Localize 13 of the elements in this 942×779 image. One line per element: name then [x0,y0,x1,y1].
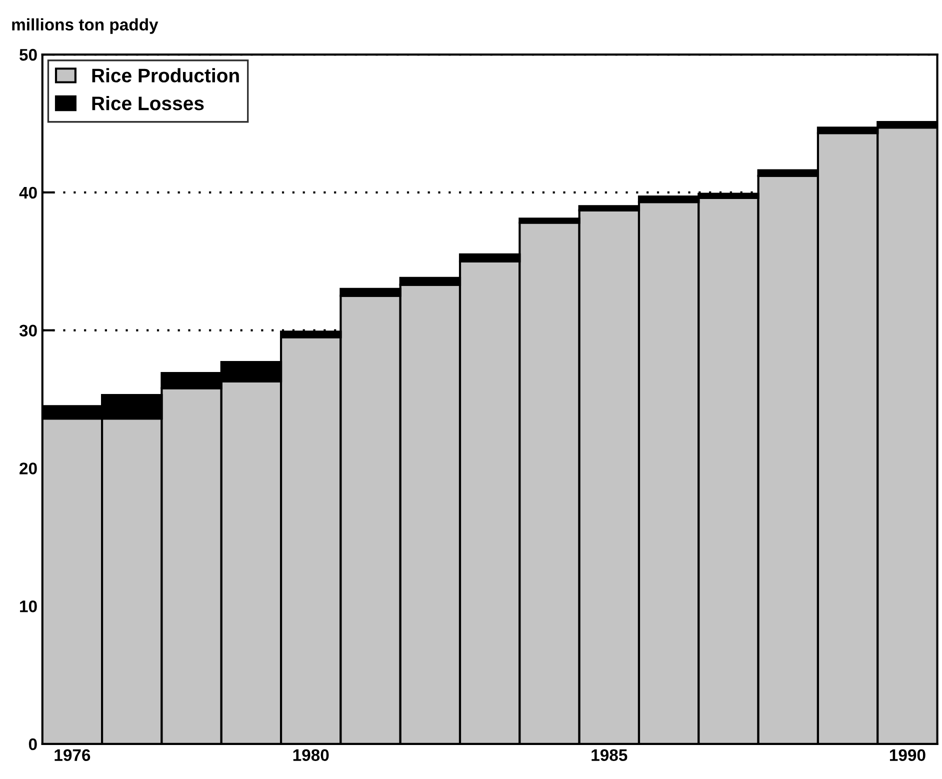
x-tick-label: 1990 [890,749,926,762]
y-tick-label: 0 [28,738,37,750]
y-tick-label: 50 [20,48,37,61]
x-tick-label: 1980 [293,749,329,762]
x-tick-label: 1976 [54,749,90,762]
legend-label: Rice Losses [92,96,204,110]
y-axis-title: millions ton paddy [12,18,158,34]
legend-label: Rice Production [92,68,239,82]
y-tick-label: 30 [19,324,37,337]
y-tick-label: 40 [19,186,37,199]
x-tick-label: 1985 [592,749,628,762]
y-tick-label: 10 [20,600,37,612]
y-tick-label: 20 [20,462,37,474]
